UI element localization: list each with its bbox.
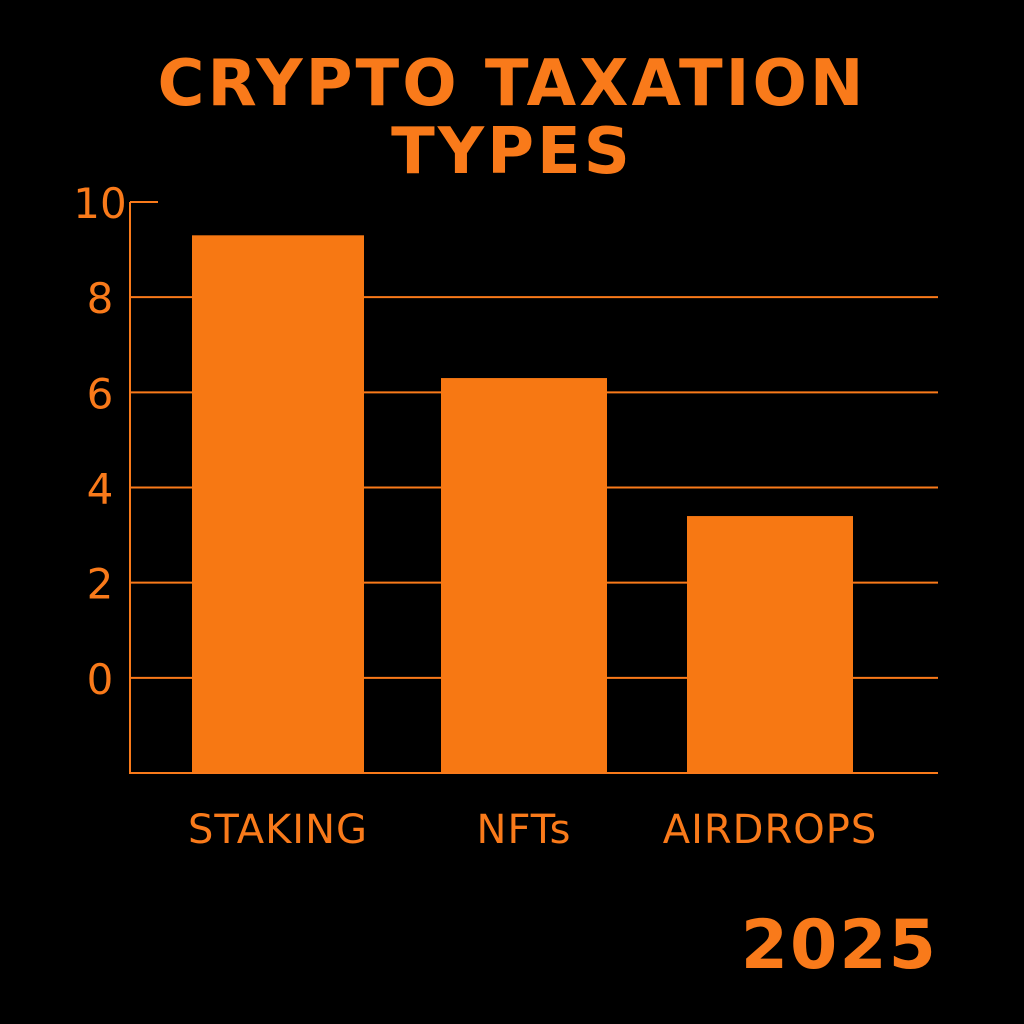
y-tick-label: 0 bbox=[87, 655, 114, 704]
chart-title-line-1: CRYPTO TAXATION bbox=[157, 47, 867, 121]
y-tick-label: 4 bbox=[87, 465, 114, 514]
x-tick-label: AIRDROPS bbox=[663, 807, 878, 853]
x-tick-label: STAKING bbox=[188, 807, 368, 853]
year-label: 2025 bbox=[740, 906, 938, 985]
y-tick-label: 8 bbox=[87, 274, 114, 323]
x-tick-label: NFTs bbox=[477, 807, 572, 853]
chart-title-line-2: TYPES bbox=[391, 115, 633, 189]
bar-airdrops bbox=[687, 516, 853, 773]
bar-staking bbox=[192, 235, 364, 773]
y-tick-label: 6 bbox=[87, 369, 114, 418]
y-tick-label: 10 bbox=[73, 179, 126, 228]
y-tick-label: 2 bbox=[87, 560, 114, 609]
bar-nfts bbox=[441, 378, 607, 773]
